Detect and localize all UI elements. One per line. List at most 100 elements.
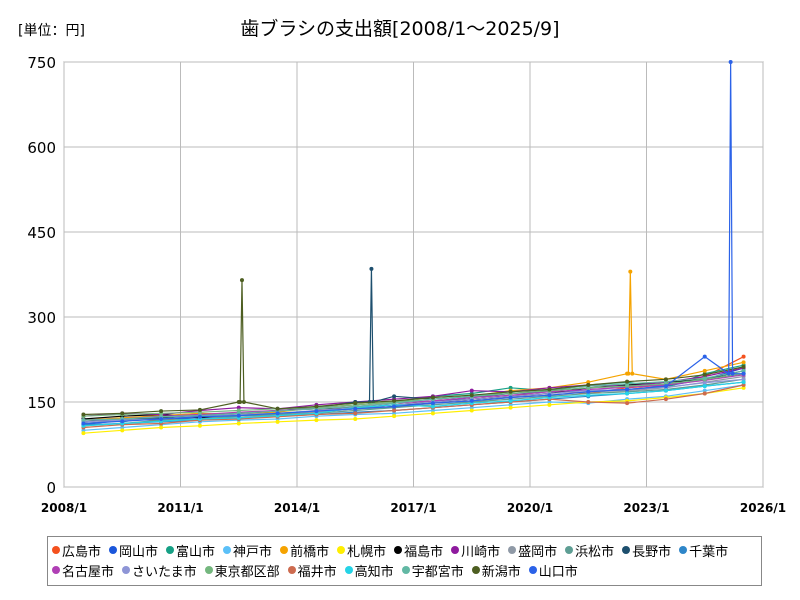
data-point (81, 421, 86, 426)
data-point (353, 401, 358, 406)
data-point (159, 417, 164, 421)
legend-label: 浜松市 (575, 544, 615, 560)
data-point (730, 371, 735, 376)
data-point (702, 384, 707, 389)
series-line (83, 374, 744, 421)
data-point (663, 388, 668, 393)
x-tick-label: 2008/1 (41, 501, 87, 515)
legend-label: 川崎市 (461, 544, 501, 560)
data-point (314, 404, 319, 409)
data-point (159, 425, 164, 430)
legend-marker-icon (528, 566, 537, 574)
data-point (238, 400, 243, 404)
data-point (508, 405, 513, 410)
legend-item: 盛岡市 (508, 540, 557, 560)
legend-label: 富山市 (176, 544, 216, 560)
y-tick-label: 300 (27, 309, 56, 327)
legend-item: 高知市 (344, 560, 394, 580)
data-point (469, 405, 474, 410)
data-point (369, 266, 374, 271)
data-point (508, 398, 513, 403)
data-point (702, 376, 707, 381)
legend-label: 盛岡市 (518, 544, 558, 560)
legend-item: 山口市 (528, 560, 578, 580)
x-tick-label: 2014/1 (274, 501, 320, 515)
legend-marker-icon (679, 546, 688, 554)
data-point (586, 393, 591, 398)
x-tick-label: 2023/1 (623, 501, 669, 515)
data-point (81, 418, 86, 423)
data-point (586, 380, 591, 385)
legend-marker-icon (508, 546, 517, 554)
data-point (430, 395, 435, 400)
data-point (314, 418, 319, 423)
data-point (547, 402, 552, 407)
y-tick-label: 600 (27, 139, 56, 157)
data-point (120, 419, 125, 424)
legend-item: 前橋市 (280, 540, 329, 560)
legend-marker-icon (52, 546, 60, 554)
legend-marker-icon (166, 546, 175, 554)
legend-item: 千葉市 (679, 540, 728, 560)
data-point (430, 401, 435, 406)
data-point (630, 371, 635, 376)
legend-marker-icon (451, 546, 460, 554)
y-tick-label: 0 (46, 479, 56, 497)
data-point (726, 371, 731, 376)
data-point (392, 414, 397, 419)
legend-item: 岡山市 (109, 540, 158, 560)
legend-marker-icon (471, 566, 480, 574)
data-point (547, 387, 552, 392)
data-point (392, 398, 397, 403)
legend-marker-icon (622, 546, 631, 554)
data-point (197, 407, 202, 412)
legend-label: 宇都宮市 (411, 564, 464, 580)
data-point (547, 400, 552, 404)
legend-label: 新潟市 (481, 564, 521, 580)
data-point (741, 364, 746, 369)
data-point (625, 379, 630, 384)
data-point (392, 404, 397, 409)
data-point (663, 397, 668, 402)
data-point (625, 401, 630, 406)
data-point (81, 412, 86, 417)
x-tick-label: 2020/1 (507, 501, 553, 515)
legend-marker-icon (344, 566, 353, 574)
data-point (81, 431, 86, 436)
data-point (663, 377, 668, 382)
data-point (702, 372, 707, 377)
x-tick-label: 2026/1 (740, 501, 786, 515)
y-tick-label: 150 (27, 394, 56, 412)
data-point (239, 278, 244, 283)
data-point (702, 354, 707, 359)
data-point (275, 419, 280, 424)
legend-label: 千葉市 (689, 544, 729, 560)
data-point (625, 391, 630, 396)
data-point (392, 411, 397, 416)
legend-label: 福井市 (297, 564, 337, 580)
data-point (275, 406, 280, 411)
data-point (741, 383, 746, 387)
data-point (159, 409, 164, 414)
legend-label: 神戸市 (233, 544, 273, 560)
legend-label: 高知市 (354, 564, 394, 580)
legend-marker-icon (401, 566, 410, 574)
data-point (275, 411, 280, 416)
data-point (81, 428, 86, 433)
legend-label: 長野市 (632, 544, 672, 560)
data-point (392, 408, 397, 413)
legend-label: さいたま市 (132, 564, 197, 580)
legend-item: 宇都宮市 (401, 560, 464, 580)
legend-label: 名古屋市 (62, 564, 115, 580)
legend-marker-icon (280, 546, 289, 554)
data-point (469, 408, 474, 413)
data-point (702, 380, 707, 385)
legend-item: 名古屋市 (52, 560, 114, 580)
chart-title: 歯ブラシの支出額[2008/1～2025/9] (240, 18, 560, 40)
legend-item: さいたま市 (122, 560, 197, 580)
data-point (353, 417, 358, 421)
y-tick-label: 750 (27, 54, 56, 72)
data-point (120, 411, 125, 416)
data-point (586, 389, 591, 394)
